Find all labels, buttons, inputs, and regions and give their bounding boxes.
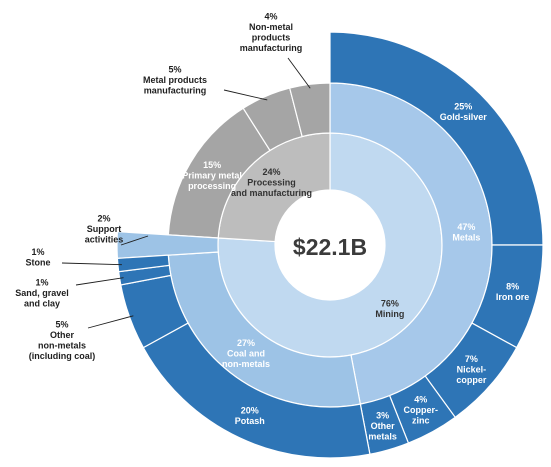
outside-label-other-non-metals: 5% Other non-metals (including coal): [29, 319, 96, 361]
outer-label-other-metals: 3% Other metals: [368, 411, 397, 442]
outer-label-potash: 20% Potash: [235, 405, 265, 426]
outer-label-nickel-copper: 7% Nickel-copper: [456, 354, 487, 385]
outer-label-gold-silver: 25% Gold-silver: [440, 101, 488, 122]
outside-label-metal-products-manufacturing: 5% Metal products manufacturing: [143, 65, 207, 96]
inner-label-processing-and-manufacturing: 24% Processing and manufacturing: [231, 167, 312, 198]
middle-label-metals: 47% Metals: [452, 222, 480, 243]
outside-label-non-metal-products-manufacturing: 4% Non-metal products manufacturing: [240, 11, 303, 53]
chart-labels: 76% Mining 24% Processing and manufacturing 4…: [15, 11, 529, 441]
leader-line-other-non-metals: [87, 315, 134, 329]
outer-segment-stone: [116, 254, 170, 273]
middle-label-coal-and-non-metals: 27% Coal and non-metals: [222, 338, 270, 369]
center-total-value: $22.1B: [293, 234, 367, 260]
middle-label-primary-metal-processing: 15% Primary metal processing: [182, 160, 242, 191]
outer-label-copper-zinc: 4% Copper-zinc: [404, 395, 439, 426]
leader-line-metal-products: [223, 89, 268, 101]
leader-line-stone: [61, 262, 122, 266]
outer-label-iron-ore: 8% Iron ore: [496, 282, 530, 303]
leader-line-sand: [75, 277, 124, 286]
label-leader-lines: [61, 57, 311, 329]
leader-line-support: [120, 235, 149, 246]
inner-label-mining: 76% Mining: [375, 299, 404, 320]
outside-label-stone: 1% Stone: [25, 247, 50, 268]
leader-line-non-metal-products: [287, 57, 311, 89]
outside-label-sand-gravel-and-clay: 1% Sand, gravel and clay: [15, 278, 69, 309]
chart-segments: [116, 31, 544, 459]
middle-segment-non-metal-products-manufacturing: [288, 82, 331, 138]
outside-label-support-activities: 2% Support activities: [85, 214, 124, 245]
